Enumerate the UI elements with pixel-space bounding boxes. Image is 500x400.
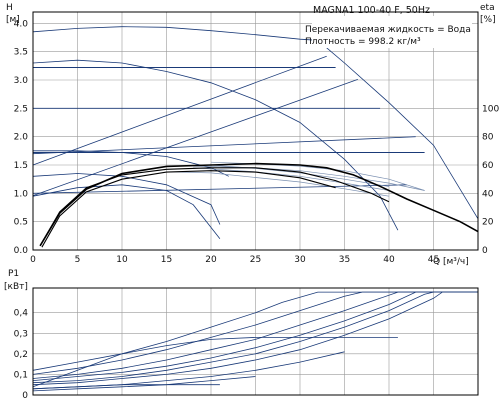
y-left-tick-labels: 0.0 0.5 1.0 1.5 2.0 2.5 3.0 3.5 4.0 — [14, 19, 29, 256]
power-y-tick-labels: 0 0,1 0,2 0,3 0,4 — [14, 309, 29, 400]
info-box — [312, 16, 472, 48]
x-tick-4: 20 — [205, 255, 217, 265]
x-tick-6: 30 — [294, 255, 306, 265]
y-right-label: eta — [480, 3, 495, 13]
power-y-tick-4: 0,4 — [14, 309, 29, 319]
y-right-tick-5: 100 — [482, 104, 499, 114]
x-tick-labels: 0 5 10 15 20 25 30 35 40 45 — [30, 255, 439, 265]
eta-curves — [39, 162, 479, 248]
power-panel: 0 0,1 0,2 0,3 0,4 P1 [кВт] — [4, 269, 479, 400]
head-curve-7 — [32, 136, 416, 155]
power-y-tick-2: 0,2 — [14, 350, 28, 360]
y-left-tick-0: 0.0 — [14, 246, 29, 256]
y-right-tick-2: 40 — [482, 189, 494, 199]
power-curve-0 — [32, 291, 478, 371]
x-tick-7: 35 — [339, 255, 350, 265]
power-y-unit: [кВт] — [4, 282, 28, 292]
y-left-tick-5: 2.5 — [14, 104, 28, 114]
head-curves — [32, 26, 479, 239]
y-right-tick-1: 20 — [482, 218, 494, 228]
head-curve-5 — [32, 55, 327, 166]
head-curve-1 — [32, 59, 399, 231]
power-curve-6 — [32, 351, 345, 390]
head-frame — [32, 11, 479, 251]
y-right-unit: [%] — [480, 15, 496, 25]
y-right-tick-3: 60 — [482, 161, 494, 171]
power-curve-3 — [32, 291, 478, 381]
head-curve-3 — [32, 184, 221, 239]
pump-model: MAGNA1 100-40 F, 50Hz — [313, 5, 430, 16]
power-frame — [32, 287, 479, 396]
eta-curve-2 — [41, 170, 336, 248]
power-y-label: P1 — [8, 269, 19, 279]
power-curve-5 — [32, 291, 478, 386]
power-y-tick-0: 0 — [22, 391, 28, 400]
y-left-tick-3: 1.5 — [14, 161, 28, 171]
y-left-tick-7: 3.5 — [14, 48, 28, 58]
head-curve-4 — [32, 173, 221, 225]
y-left-label: H — [6, 3, 13, 13]
x-tick-0: 0 — [30, 255, 36, 265]
y-right-tick-4: 80 — [482, 133, 494, 143]
liquid-info: Перекачиваемая жидкость = Вода — [305, 25, 471, 35]
head-curve-14 — [166, 171, 390, 197]
x-tick-1: 5 — [75, 255, 81, 265]
density-info: Плотность = 998.2 кг/м³ — [305, 37, 421, 47]
y-left-tick-1: 0.5 — [14, 218, 28, 228]
x-axis-label: Q [м³/ч] — [433, 257, 469, 267]
head-curve-6 — [32, 79, 358, 196]
x-tick-8: 40 — [383, 255, 395, 265]
power-curves — [32, 291, 478, 392]
y-left-tick-2: 1.0 — [14, 189, 29, 199]
y-left-tick-4: 2.0 — [14, 133, 29, 143]
y-right-tick-labels: 0 20 40 60 80 100 — [482, 104, 499, 256]
x-tick-5: 25 — [250, 255, 261, 265]
y-left-tick-6: 3.0 — [14, 76, 29, 86]
head-eta-panel: 0 5 10 15 20 25 30 35 40 45 0.0 0.5 1.0 1.5 2.0 2.5 3.0… — [6, 3, 499, 267]
x-tick-3: 15 — [161, 255, 172, 265]
eta-curve-0 — [39, 162, 479, 247]
power-curve-2 — [32, 291, 478, 379]
power-y-tick-1: 0,1 — [14, 370, 28, 380]
head-curve-13 — [193, 167, 390, 191]
head-curve-8 — [32, 184, 407, 194]
power-curve-9 — [32, 384, 220, 390]
power-curve-4 — [32, 291, 478, 384]
y-left-tick-8: 4.0 — [14, 19, 29, 29]
eta-curve-1 — [39, 167, 390, 247]
power-curve-1 — [32, 291, 478, 375]
x-tick-2: 10 — [116, 255, 128, 265]
y-left-unit: [м] — [6, 15, 20, 25]
head-curve-0 — [32, 26, 479, 220]
power-curve-8 — [32, 336, 398, 388]
x-tick-9: 45 — [428, 255, 439, 265]
y-right-tick-0: 0 — [482, 246, 488, 256]
power-y-tick-3: 0,3 — [14, 329, 28, 339]
power-curve-7 — [32, 376, 256, 392]
